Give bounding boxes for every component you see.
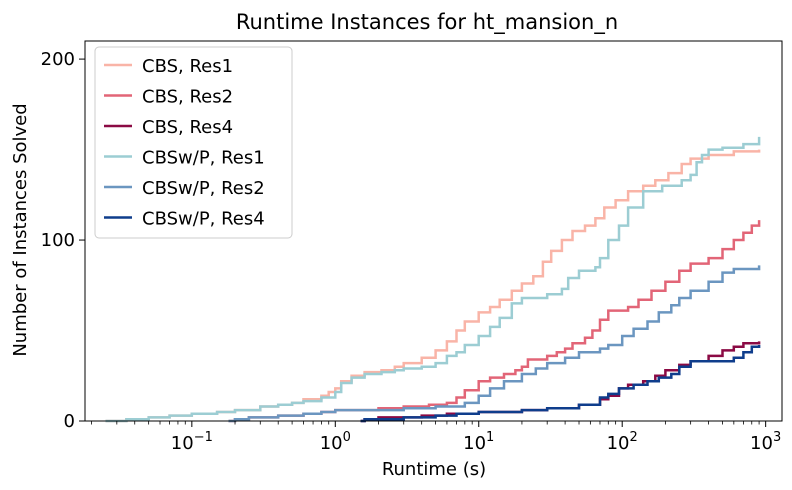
y-tick-label: 100 xyxy=(41,230,75,251)
x-tick-label: 10−1 xyxy=(171,430,213,454)
series-line-2 xyxy=(228,220,761,423)
y-tick-label: 200 xyxy=(41,49,75,70)
legend-label: CBS, Res1 xyxy=(142,56,233,77)
legend-label: CBSw/P, Res4 xyxy=(142,209,265,230)
series-line-4 xyxy=(105,136,761,423)
x-tick-label: 100 xyxy=(320,430,351,454)
legend-label: CBS, Res4 xyxy=(142,117,233,138)
series-line-5 xyxy=(228,265,761,423)
y-tick-label: 0 xyxy=(64,411,75,432)
series-line-6 xyxy=(360,345,761,423)
x-tick-label: 102 xyxy=(607,430,638,454)
legend: CBS, Res1 CBS, Res2 CBS, Res4 CBSw/P, Res1 C… xyxy=(94,46,293,239)
legend-label: CBSw/P, Res1 xyxy=(142,148,265,169)
x-axis: 10−1 100 101 102 103 xyxy=(91,421,781,454)
plot-frame xyxy=(84,40,783,422)
x-axis-label: Runtime (s) xyxy=(382,459,486,480)
plot-lines xyxy=(105,136,761,423)
chart-title: Runtime Instances for ht_mansion_n xyxy=(236,10,618,35)
legend-label: CBSw/P, Res2 xyxy=(142,178,265,199)
legend-label: CBS, Res2 xyxy=(142,87,233,108)
legend-frame xyxy=(94,46,293,239)
x-tick-label: 103 xyxy=(750,430,781,454)
x-tick-label: 101 xyxy=(463,430,494,454)
y-axis: 0 100 200 xyxy=(41,49,85,432)
y-axis-label: Number of Instances Solved xyxy=(10,103,31,356)
